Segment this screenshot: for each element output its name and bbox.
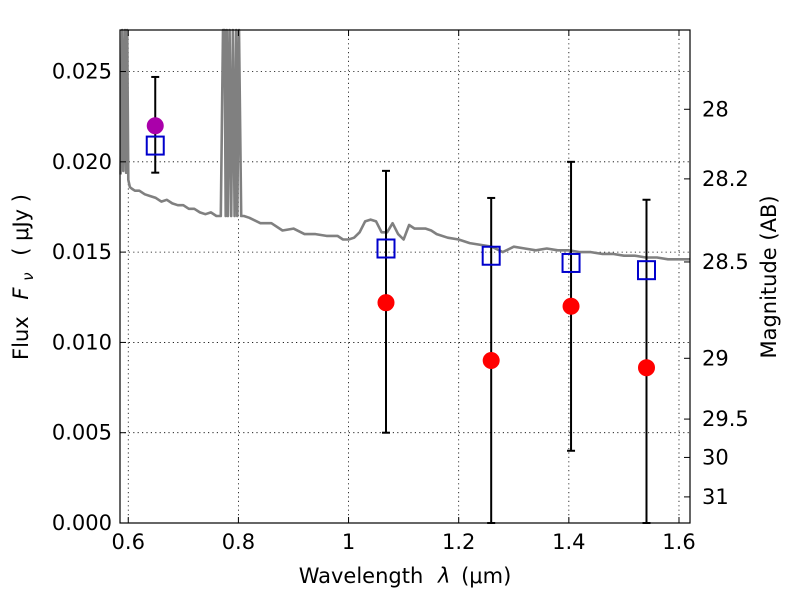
y-tick-label: 0.000 xyxy=(52,511,112,535)
x-tick-label: 1.6 xyxy=(662,530,695,554)
observed-flux-point xyxy=(377,294,395,312)
model-photometry-point xyxy=(376,238,396,259)
x-tick-label: 0.6 xyxy=(112,530,145,554)
observed-flux-layer xyxy=(146,117,655,377)
observed-flux-point xyxy=(562,297,580,315)
x-tick-label: 1.2 xyxy=(442,530,475,554)
y-tick-label: 0.010 xyxy=(52,330,112,354)
y2-tick-label: 30 xyxy=(702,445,729,469)
model-photometry-point xyxy=(636,260,656,281)
x-tick-label: 0.8 xyxy=(222,530,255,554)
ticks: 0.6 0.8 1 1.2 1.4 1.6 0.000 0.005 0.010 0.015 0.02… xyxy=(52,30,749,554)
y2-tick-label: 29 xyxy=(702,346,729,370)
y-tick-label: 0.005 xyxy=(52,421,112,445)
x-axis-label: Wavelength λ (μm) xyxy=(299,564,512,588)
model-photometry-point xyxy=(561,252,581,273)
y2-tick-label: 29.5 xyxy=(702,407,749,431)
model-spectrum-line xyxy=(119,28,690,261)
x-tick-label: 1 xyxy=(342,530,355,554)
y-tick-label: 0.025 xyxy=(52,60,112,84)
plot-frame xyxy=(119,29,691,524)
model-spectrum-layer xyxy=(119,28,690,261)
y2-axis-label: Magnitude (AB) xyxy=(757,195,781,358)
y2-tick-label: 31 xyxy=(702,485,729,509)
y-tick-label: 0.015 xyxy=(52,240,112,264)
y2-tick-label: 28.2 xyxy=(702,167,749,191)
observed-flux-point xyxy=(482,351,500,369)
y2-tick-label: 28.5 xyxy=(702,250,749,274)
observed-flux-point xyxy=(146,117,164,135)
observed-flux-point xyxy=(637,359,655,377)
model-photometry-point xyxy=(145,135,165,156)
model-photometry-layer xyxy=(145,135,656,281)
model-photometry-point xyxy=(481,245,501,266)
y2-tick-label: 28 xyxy=(702,97,729,121)
y-tick-label: 0.020 xyxy=(52,150,112,174)
y-axis-label: Flux F ν ( μJy ) xyxy=(9,194,38,360)
grid xyxy=(120,30,690,524)
x-tick-label: 1.4 xyxy=(552,530,585,554)
